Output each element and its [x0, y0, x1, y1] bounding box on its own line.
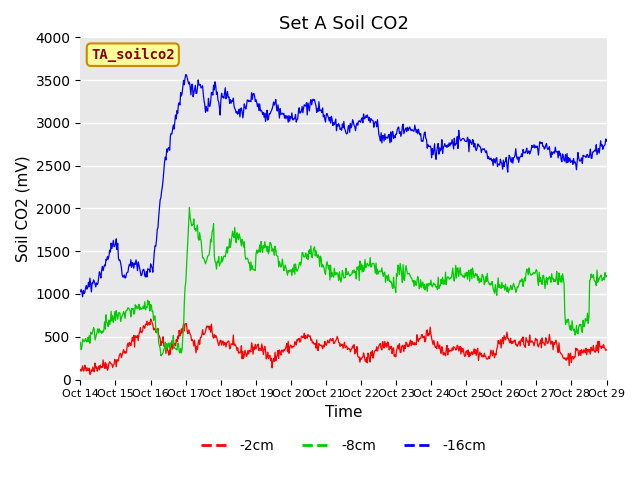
- Y-axis label: Soil CO2 (mV): Soil CO2 (mV): [15, 155, 30, 262]
- Legend: -2cm, -8cm, -16cm: -2cm, -8cm, -16cm: [195, 433, 492, 458]
- Text: TA_soilco2: TA_soilco2: [91, 48, 175, 62]
- Title: Set A Soil CO2: Set A Soil CO2: [278, 15, 408, 33]
- X-axis label: Time: Time: [324, 405, 362, 420]
